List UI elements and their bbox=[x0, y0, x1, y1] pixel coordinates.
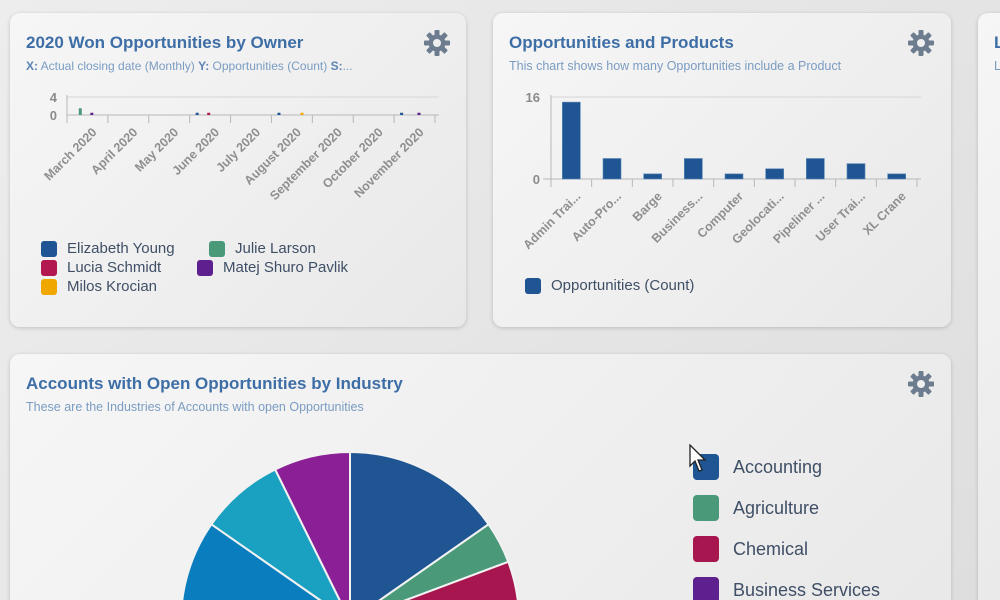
bar bbox=[300, 112, 304, 115]
x-tick-label: March 2020 bbox=[42, 125, 100, 183]
legend-swatch bbox=[693, 495, 719, 521]
y-tick-label: 0 bbox=[533, 172, 540, 187]
legend-swatch bbox=[209, 240, 225, 257]
subtitle-s-text: ... bbox=[342, 59, 353, 73]
card-subtitle: These are the Industries of Accounts wit… bbox=[26, 400, 364, 414]
bar bbox=[643, 173, 662, 180]
legend-label: Accounting bbox=[733, 456, 823, 477]
bar bbox=[724, 173, 744, 180]
legend-label: Milos Krocian bbox=[67, 278, 158, 295]
legend-swatch bbox=[41, 278, 57, 295]
card-title: Opportunities and Products bbox=[509, 33, 734, 52]
x-tick-label: September 2020 bbox=[267, 125, 345, 203]
legend-item[interactable]: Milos Krocian bbox=[41, 278, 157, 295]
subtitle-y-text: Opportunities (Count) bbox=[209, 59, 331, 73]
bar bbox=[195, 112, 199, 115]
accounts-industry-card: Accounts with Open Opportunities by Indu… bbox=[10, 354, 951, 600]
mouse-cursor-icon bbox=[689, 444, 707, 472]
legend-swatch bbox=[525, 277, 541, 294]
industry-pie-chart bbox=[181, 450, 519, 600]
subtitle-x-key: X: bbox=[26, 59, 38, 73]
legend-item[interactable]: Accounting bbox=[693, 454, 822, 480]
card-subtitle: This chart shows how many Opportunities … bbox=[509, 59, 842, 73]
bar bbox=[846, 163, 866, 180]
x-tick-label: XL Crane bbox=[860, 189, 909, 238]
legend-swatch bbox=[197, 259, 213, 276]
bar bbox=[400, 112, 404, 115]
legend-item[interactable]: Julie Larson bbox=[209, 240, 316, 257]
legend-swatch bbox=[41, 240, 57, 257]
legend-item[interactable]: Agriculture bbox=[693, 495, 819, 521]
bar bbox=[765, 168, 784, 180]
card-title: Accounts with Open Opportunities by Indu… bbox=[26, 374, 403, 393]
pie-slice bbox=[273, 450, 351, 600]
legend-item[interactable]: Elizabeth Young bbox=[41, 240, 175, 257]
card-title: 2020 Won Opportunities by Owner bbox=[26, 33, 304, 52]
bar bbox=[277, 112, 281, 115]
y-tick-label: 0 bbox=[50, 108, 57, 123]
legend-label: Opportunities (Count) bbox=[551, 277, 695, 294]
bar bbox=[684, 158, 703, 180]
opportunities-products-card: Opportunities and Products This chart sh… bbox=[493, 13, 951, 327]
bar bbox=[207, 112, 211, 115]
legend-item[interactable]: Business Services bbox=[693, 577, 880, 600]
x-tick-label: Admin Trai... bbox=[521, 189, 584, 252]
pie-slice bbox=[349, 450, 490, 600]
gear-icon[interactable] bbox=[423, 29, 451, 57]
legend-item[interactable]: Chemical bbox=[693, 536, 808, 562]
pie-slice bbox=[403, 560, 519, 600]
bar bbox=[562, 101, 581, 180]
legend-swatch bbox=[41, 259, 57, 276]
y-tick-label: 4 bbox=[50, 90, 58, 105]
legend-label: Elizabeth Young bbox=[67, 240, 175, 257]
bar bbox=[806, 158, 825, 180]
legend-label: Matej Shuro Pavlik bbox=[223, 259, 349, 276]
bar bbox=[602, 158, 622, 180]
legend-label: Business Services bbox=[733, 579, 881, 600]
legend-swatch bbox=[693, 577, 719, 600]
legend-swatch bbox=[693, 536, 719, 562]
x-tick-label: Barge bbox=[630, 189, 665, 224]
bar bbox=[417, 112, 421, 115]
legend-item[interactable]: Lucia Schmidt bbox=[41, 259, 161, 276]
subtitle-s-key: S: bbox=[330, 59, 343, 73]
legend-label: Agriculture bbox=[733, 497, 820, 518]
card-subtitle: X: Actual closing date (Monthly) Y: Oppo… bbox=[26, 59, 353, 73]
legend-label: Chemical bbox=[733, 538, 809, 559]
legend-label: Julie Larson bbox=[235, 240, 316, 257]
y-tick-label: 16 bbox=[526, 90, 540, 105]
bar bbox=[90, 112, 94, 115]
legend-item[interactable]: Matej Shuro Pavlik bbox=[197, 259, 348, 276]
won-opportunities-card: 2020 Won Opportunities by Owner X: Actua… bbox=[10, 13, 466, 327]
gear-icon[interactable] bbox=[907, 29, 935, 57]
card-title: L bbox=[994, 33, 1000, 52]
pie-slice bbox=[181, 522, 322, 600]
partial-right-card: L L bbox=[978, 13, 1000, 600]
legend-label: Lucia Schmidt bbox=[67, 259, 162, 276]
card-subtitle: L bbox=[994, 59, 1000, 73]
gear-icon[interactable] bbox=[907, 370, 935, 398]
subtitle-y-key: Y: bbox=[198, 59, 210, 73]
legend-item[interactable]: Opportunities (Count) bbox=[525, 277, 694, 294]
subtitle-x-text: Actual closing date (Monthly) bbox=[38, 59, 199, 73]
bar bbox=[78, 108, 82, 115]
x-tick-label: November 2020 bbox=[351, 125, 426, 200]
bar bbox=[887, 173, 906, 180]
